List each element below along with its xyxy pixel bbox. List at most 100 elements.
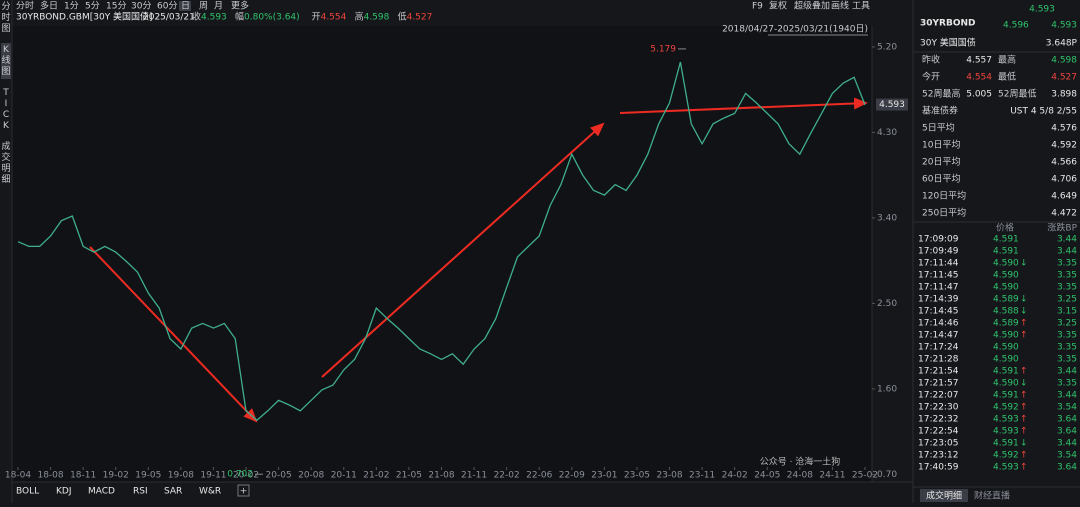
- trade-time: 17:22:32: [918, 415, 958, 425]
- y-tick-label: 1.60: [877, 384, 897, 394]
- trade-time: 17:09:49: [918, 247, 959, 257]
- indicator-tab[interactable]: BOLL: [16, 487, 39, 497]
- trade-direction: ↓: [1020, 295, 1028, 305]
- indicator-tab[interactable]: RSI: [133, 487, 148, 497]
- period-tab[interactable]: 分时: [16, 0, 34, 12]
- trade-price: 4.592: [993, 403, 1019, 413]
- trade-bp: 3.44: [1057, 235, 1077, 245]
- trade-time: 17:23:05: [918, 439, 958, 449]
- period-tab[interactable]: 60分: [157, 1, 177, 12]
- trade-bp: 3.64: [1057, 463, 1077, 473]
- quote-value: 4.649: [1051, 192, 1077, 202]
- bond-name: 30Y 美国国债: [920, 37, 976, 49]
- y-tick-label: 3.40: [877, 213, 897, 223]
- x-tick-label: 21-05: [396, 471, 422, 481]
- indicator-tab[interactable]: MACD: [88, 487, 115, 497]
- period-tab[interactable]: 15分: [106, 1, 126, 12]
- period-tab[interactable]: 30分: [131, 1, 151, 12]
- quote-label: 基准债券: [922, 105, 958, 117]
- indicator-tab[interactable]: W&R: [199, 487, 221, 497]
- info-value: 0.80%(3.64): [244, 13, 300, 23]
- trade-price: 4.593: [993, 415, 1019, 425]
- quote-label: 250日平均: [922, 207, 966, 219]
- period-tab[interactable]: 多日: [40, 0, 58, 12]
- x-tick-label: 22-09: [559, 471, 585, 481]
- trade-time: 17:23:12: [918, 451, 958, 461]
- quote-value: 4.472: [1051, 209, 1077, 219]
- drawn-arrows: [89, 97, 868, 423]
- side-tab[interactable]: 成交明细: [1, 140, 10, 185]
- x-tick-label: 21-11: [461, 471, 487, 481]
- annotation: 0.702: [227, 470, 253, 480]
- period-tab[interactable]: 月: [214, 1, 223, 12]
- x-tick-label: 24-08: [787, 471, 813, 481]
- indicator-tab[interactable]: SAR: [164, 487, 182, 497]
- indicator-tab[interactable]: KDJ: [56, 487, 72, 497]
- last-price-label: 4.593: [879, 100, 905, 110]
- trade-bp: 3.44: [1057, 391, 1077, 401]
- trade-time: 17:09:09: [918, 235, 959, 245]
- quote-label: 120日平均: [922, 190, 966, 202]
- bottom-tab[interactable]: 成交明细: [926, 490, 962, 502]
- info-value: 4.598: [364, 13, 390, 23]
- x-tick-label: 19-05: [135, 471, 161, 481]
- active-tab: [179, 1, 191, 11]
- arrow: [321, 122, 605, 378]
- top-price: 4.593: [1029, 5, 1055, 15]
- add-indicator-button[interactable]: [237, 484, 250, 497]
- period-tab[interactable]: 日: [181, 1, 190, 12]
- trade-time: 17:22:30: [918, 403, 959, 413]
- quote-value: UST 4 5/8 2/55: [1010, 107, 1077, 117]
- x-tick-label: 20-08: [298, 471, 324, 481]
- x-tick-label: 19-11: [200, 471, 226, 481]
- trade-bp: 3.64: [1057, 427, 1077, 437]
- trade-time: 17:22:07: [918, 391, 958, 401]
- tool-button[interactable]: 工具: [852, 1, 870, 12]
- trade-bp: 3.44: [1057, 247, 1077, 257]
- tool-button[interactable]: 画线: [831, 0, 849, 12]
- period-tab[interactable]: 5分: [85, 1, 100, 12]
- tool-button[interactable]: 超级叠加: [794, 0, 830, 12]
- trade-bp: 3.35: [1057, 343, 1077, 353]
- trade-bp: 3.64: [1057, 415, 1077, 425]
- side-tab[interactable]: K 线图: [1, 45, 10, 77]
- quote-label: 60日平均: [922, 173, 960, 185]
- tool-button[interactable]: F9: [752, 2, 763, 12]
- add-icon[interactable]: +: [240, 487, 248, 497]
- trade-direction: ↓: [1020, 307, 1028, 317]
- trade-time: 17:17:24: [918, 343, 959, 353]
- tool-button[interactable]: 复权: [769, 0, 787, 12]
- trade-direction: ↑: [1020, 331, 1028, 341]
- period-tab[interactable]: 1分: [64, 1, 79, 12]
- trade-time: 17:11:47: [918, 283, 958, 293]
- trade-direction: ↓: [1020, 259, 1028, 269]
- trade-bp: 3.25: [1057, 319, 1077, 329]
- x-tick-label: 23-01: [591, 471, 617, 481]
- trade-price: 4.588: [993, 307, 1019, 317]
- period-tab[interactable]: 更多: [231, 0, 249, 12]
- quote-label: 52周最高: [922, 88, 960, 100]
- trade-price: 4.592: [993, 451, 1019, 461]
- trade-price: 4.591: [993, 391, 1019, 401]
- x-tick-label: 21-08: [428, 471, 454, 481]
- price-line: [17, 61, 866, 422]
- x-tick-label: 24-11: [819, 471, 845, 481]
- period-tab[interactable]: 周: [199, 1, 208, 12]
- trade-price: 4.591: [993, 247, 1019, 257]
- x-tick-label: 18-11: [70, 471, 96, 481]
- bottom-tab[interactable]: 财经直播: [974, 490, 1010, 502]
- x-tick-label: 19-08: [168, 471, 194, 481]
- trade-time: 17:40:59: [918, 463, 959, 473]
- trade-direction: ↓: [1020, 379, 1028, 389]
- trade-bp: 3.35: [1057, 283, 1077, 293]
- trade-time: 17:11:44: [918, 259, 959, 269]
- x-tick-label: 20-05: [266, 471, 292, 481]
- side-tab[interactable]: 分时图: [1, 1, 10, 34]
- x-tick-label: 25-02: [852, 471, 878, 481]
- date: 2025/03/21: [143, 13, 195, 23]
- trade-direction: ↑: [1020, 391, 1028, 401]
- trade-price: 4.590: [993, 271, 1019, 281]
- quote-label: 今开: [922, 71, 940, 83]
